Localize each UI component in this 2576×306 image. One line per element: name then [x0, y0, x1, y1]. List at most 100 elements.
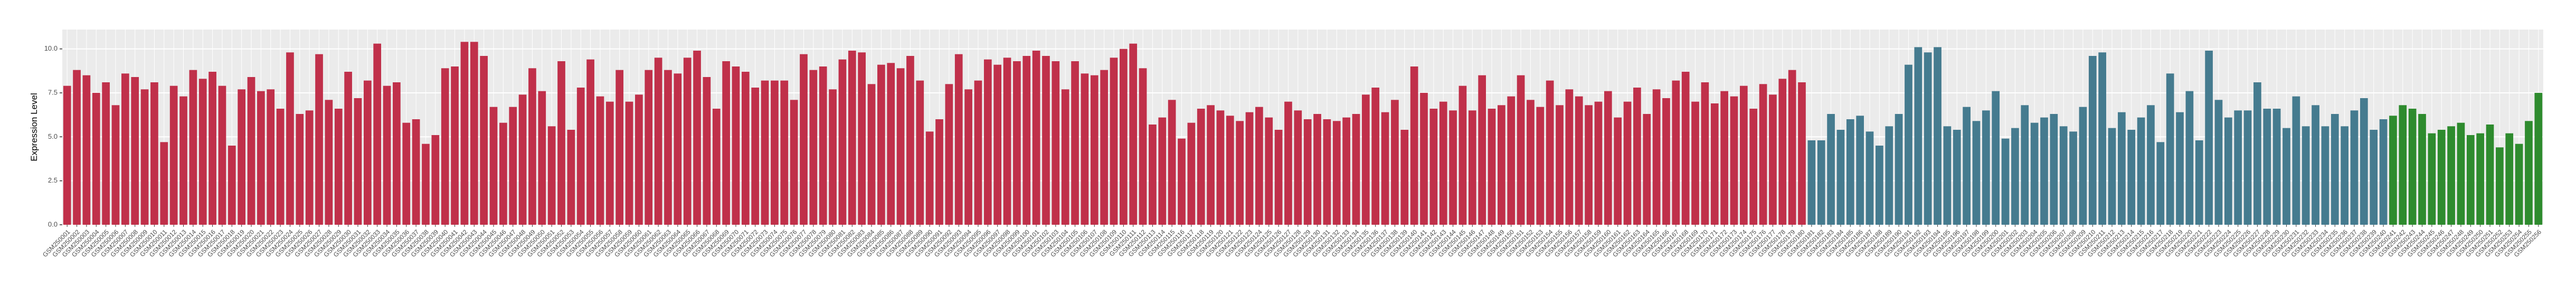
bar: [383, 85, 391, 225]
bar: [140, 89, 149, 225]
bar: [1546, 80, 1554, 225]
bar: [1488, 109, 1496, 225]
bar: [1905, 64, 1912, 225]
bar: [1391, 100, 1399, 225]
bar: [2079, 107, 2087, 225]
bar: [1788, 70, 1796, 225]
bar: [2505, 133, 2514, 225]
y-tick-label: 5.0: [48, 132, 58, 140]
bar: [1178, 138, 1186, 225]
bar: [848, 51, 856, 225]
bar: [228, 146, 236, 225]
bar: [1730, 96, 1738, 225]
bar: [1507, 96, 1516, 225]
bar: [354, 98, 362, 225]
bar: [1876, 146, 1883, 225]
bar: [422, 144, 430, 225]
bar: [1769, 94, 1777, 225]
bar: [935, 119, 943, 225]
bar: [800, 54, 808, 225]
bar: [344, 72, 352, 225]
bar: [363, 80, 372, 225]
bar: [1478, 75, 1486, 225]
bar: [2399, 105, 2407, 225]
bar: [1149, 125, 1157, 225]
bar: [1517, 75, 1525, 225]
bar: [596, 96, 604, 225]
bar: [916, 80, 924, 225]
bar: [1361, 94, 1370, 225]
bar: [131, 77, 139, 225]
bar: [1681, 72, 1690, 225]
bar: [1332, 121, 1341, 225]
bar: [645, 70, 653, 225]
bar: [2147, 105, 2155, 225]
bar: [2224, 117, 2232, 225]
bar: [1342, 117, 1350, 225]
bar: [1052, 61, 1060, 225]
bar: [2253, 82, 2261, 225]
bar: [2069, 131, 2077, 225]
bar: [2001, 138, 2010, 225]
bar: [1236, 121, 1244, 225]
bar: [2030, 122, 2039, 225]
bar: [993, 64, 1002, 225]
bar: [2059, 126, 2068, 225]
bar: [451, 66, 459, 225]
bar: [111, 105, 120, 225]
bar: [1749, 109, 1758, 225]
bar: [92, 93, 100, 225]
bar: [1129, 43, 1138, 225]
bar: [2118, 112, 2126, 225]
bar: [2292, 96, 2300, 225]
bar: [2466, 135, 2475, 225]
bar: [2272, 109, 2281, 225]
bar: [712, 109, 721, 225]
bar: [267, 89, 275, 225]
bar: [683, 58, 692, 225]
bar: [1274, 130, 1283, 225]
bar: [693, 51, 701, 225]
bar: [63, 85, 71, 225]
bar: [1856, 116, 1864, 225]
bar: [1710, 103, 1719, 225]
bar: [741, 72, 750, 225]
bar: [2428, 133, 2436, 225]
bar: [480, 56, 488, 225]
bar: [2088, 56, 2097, 225]
bar: [1759, 84, 1767, 225]
bar: [1556, 105, 1564, 225]
bar: [615, 70, 624, 225]
bar: [1313, 114, 1321, 225]
bar: [1226, 116, 1234, 225]
bar: [1720, 91, 1728, 225]
bar: [1992, 91, 2000, 225]
y-tick-label: 10.0: [44, 44, 58, 52]
bar: [2525, 121, 2533, 225]
bar: [2350, 110, 2359, 225]
bar: [2108, 128, 2116, 225]
bar: [1778, 79, 1787, 225]
bar: [1071, 61, 1079, 225]
bar: [325, 100, 333, 225]
y-tick-label: 7.5: [48, 88, 58, 96]
bar: [169, 85, 178, 225]
bar: [2379, 119, 2388, 225]
bar: [2486, 125, 2494, 225]
bar: [1245, 112, 1254, 225]
bar: [625, 101, 633, 225]
bar: [1207, 105, 1215, 225]
bar: [1100, 70, 1108, 225]
y-axis-title: Expression Level: [29, 93, 39, 161]
bar: [1807, 140, 1816, 225]
bar: [2515, 144, 2523, 225]
bar: [218, 85, 226, 225]
bar: [2370, 130, 2378, 225]
bar: [1895, 114, 1903, 225]
bar: [2243, 110, 2252, 225]
bar: [1846, 119, 1854, 225]
bar: [1255, 107, 1263, 225]
bar: [2127, 130, 2136, 225]
bar: [1459, 85, 1467, 225]
bar: [373, 43, 382, 225]
